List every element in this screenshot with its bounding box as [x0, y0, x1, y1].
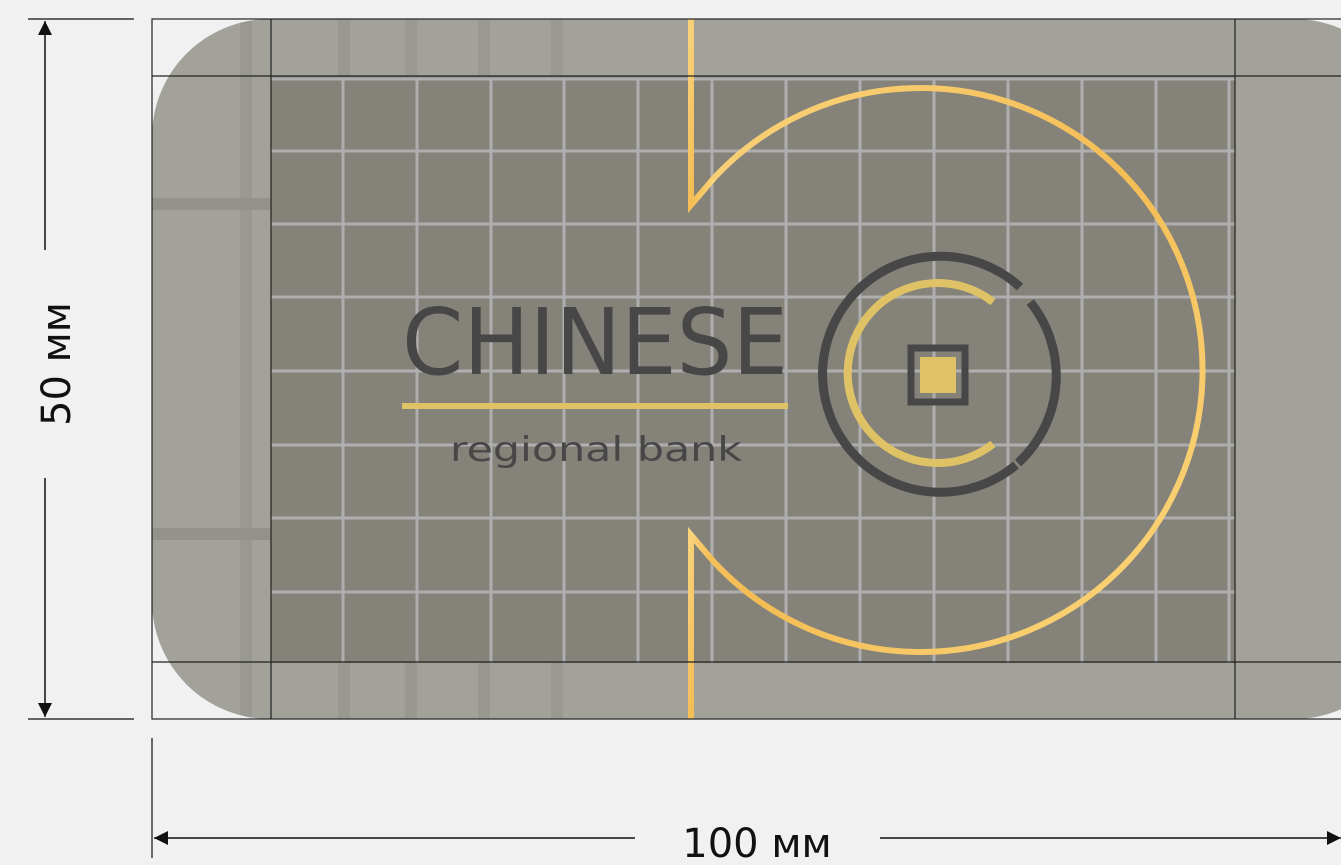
brand-name: CHINESE: [402, 289, 788, 396]
width-dimension: 100 мм: [151, 738, 1341, 865]
brand-tagline: regional bank: [450, 430, 742, 470]
layout-grid: [271, 77, 1235, 663]
business-card: [152, 19, 1341, 719]
bleed-guides: [151, 18, 1341, 720]
width-label: 100 мм: [682, 821, 831, 865]
height-label: 50 мм: [34, 302, 80, 426]
bank-logo: CHINESE regional bank: [402, 251, 1061, 497]
height-dimension: 50 мм: [28, 18, 134, 720]
brand-underline: [402, 403, 788, 409]
gold-arc-decoration: [688, 19, 1206, 719]
coin-logo-icon: [818, 251, 1061, 497]
